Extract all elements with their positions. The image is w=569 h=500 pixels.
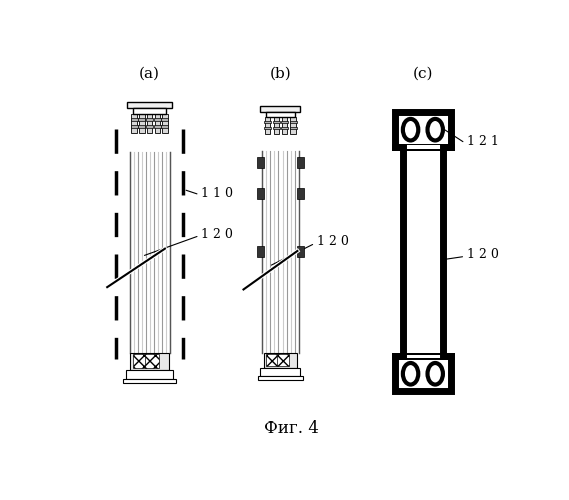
Text: 1 2 0: 1 2 0 bbox=[316, 235, 348, 248]
Bar bbox=[277, 354, 289, 366]
Bar bbox=[126, 370, 172, 379]
Bar bbox=[281, 121, 288, 123]
Bar bbox=[162, 124, 168, 128]
Bar bbox=[127, 102, 172, 108]
Bar bbox=[162, 118, 168, 121]
Bar bbox=[298, 157, 303, 168]
Bar bbox=[290, 121, 296, 123]
Bar bbox=[257, 246, 263, 257]
Bar bbox=[395, 112, 451, 147]
Bar bbox=[133, 354, 146, 368]
Bar bbox=[133, 108, 166, 114]
Bar bbox=[281, 127, 288, 130]
Bar bbox=[131, 114, 137, 133]
Bar bbox=[273, 127, 280, 130]
Text: 1 2 1: 1 2 1 bbox=[467, 135, 498, 148]
Text: Фиг. 4: Фиг. 4 bbox=[264, 420, 319, 436]
Bar bbox=[154, 118, 160, 121]
Bar bbox=[298, 246, 303, 257]
Bar bbox=[298, 188, 303, 198]
Ellipse shape bbox=[427, 119, 443, 141]
Bar bbox=[273, 121, 280, 123]
Bar bbox=[395, 356, 451, 391]
Bar bbox=[162, 114, 168, 133]
Bar bbox=[257, 188, 263, 198]
Bar bbox=[131, 124, 138, 128]
Bar bbox=[257, 157, 263, 168]
Bar bbox=[261, 368, 300, 376]
Bar bbox=[138, 124, 145, 128]
Bar bbox=[139, 114, 145, 133]
Bar bbox=[154, 124, 160, 128]
Bar bbox=[138, 118, 145, 121]
Bar bbox=[274, 117, 279, 134]
Text: (c): (c) bbox=[413, 67, 433, 81]
Ellipse shape bbox=[403, 363, 418, 384]
Text: 1 2 0: 1 2 0 bbox=[467, 248, 498, 262]
Bar bbox=[258, 376, 303, 380]
Bar bbox=[263, 352, 298, 368]
Bar bbox=[261, 106, 300, 112]
Bar bbox=[290, 127, 296, 130]
Bar bbox=[130, 352, 169, 370]
Ellipse shape bbox=[427, 363, 443, 384]
Bar bbox=[155, 114, 160, 133]
Text: (a): (a) bbox=[139, 67, 160, 81]
Bar bbox=[290, 117, 296, 134]
Bar bbox=[265, 117, 270, 134]
Ellipse shape bbox=[403, 119, 418, 141]
Bar bbox=[403, 147, 443, 356]
Bar bbox=[146, 124, 153, 128]
Text: 1 1 0: 1 1 0 bbox=[201, 186, 233, 200]
Bar bbox=[264, 121, 271, 123]
Bar bbox=[405, 145, 441, 149]
Text: (b): (b) bbox=[270, 67, 291, 81]
Text: 1 2 0: 1 2 0 bbox=[201, 228, 233, 240]
Bar bbox=[123, 379, 176, 384]
Bar bbox=[146, 118, 153, 121]
Bar bbox=[405, 354, 441, 358]
Bar bbox=[264, 127, 271, 130]
Bar bbox=[266, 354, 278, 366]
Bar bbox=[147, 114, 152, 133]
Bar bbox=[282, 117, 287, 134]
Bar bbox=[266, 112, 295, 117]
Bar bbox=[131, 118, 138, 121]
Bar bbox=[145, 354, 159, 368]
